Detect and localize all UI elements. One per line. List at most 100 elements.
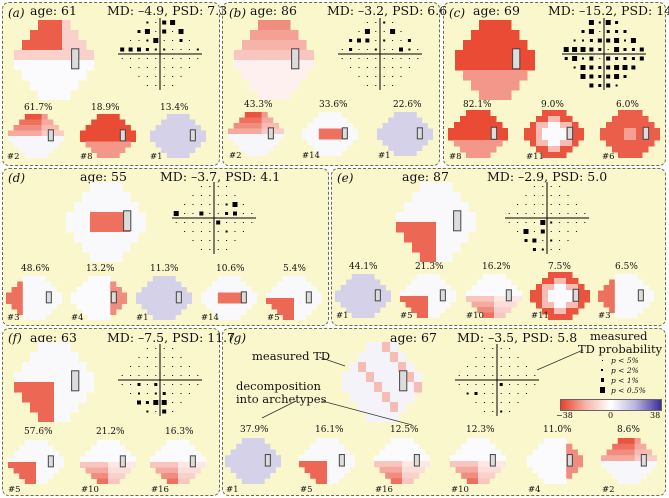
td-cell: [304, 455, 311, 462]
td-cell: [310, 287, 317, 293]
td-heatmap: [201, 276, 257, 320]
td-cell: [74, 232, 83, 243]
td-cell: [38, 382, 47, 393]
td-cell: [264, 443, 271, 450]
td-cell: [78, 60, 87, 71]
td-cell: [106, 182, 115, 193]
td-map: [14, 342, 94, 422]
td-cell: [150, 456, 157, 463]
probability-symbol: [349, 48, 353, 51]
probability-symbol: [184, 204, 186, 205]
td-cell: [612, 122, 619, 129]
td-cell: [28, 281, 35, 288]
probability-symbol: [525, 204, 527, 205]
td-cell: [600, 128, 607, 135]
td-cell: [99, 309, 106, 315]
probability-symbol: [542, 213, 544, 214]
td-cell: [436, 202, 445, 213]
td-cell: [617, 461, 624, 468]
probability-symbol: [192, 204, 194, 205]
archetype-id: #2: [7, 152, 20, 162]
probability-symbol: [589, 65, 594, 70]
probability-symbol: [392, 67, 394, 68]
probability-symbol: [375, 31, 377, 32]
td-cell: [543, 449, 550, 456]
td-cell: [34, 281, 41, 288]
td-cell: [609, 279, 616, 286]
legend-symbol-p05: [600, 387, 605, 393]
archetype-map: [80, 440, 136, 484]
probability-symbol: [500, 357, 502, 358]
probability-symbol: [383, 39, 386, 42]
td-cell: [393, 150, 400, 156]
td-cell: [124, 136, 131, 142]
td-cell: [428, 232, 437, 243]
td-cell: [623, 449, 630, 456]
td-cell: [258, 40, 267, 51]
probability-symbol: [598, 21, 601, 24]
td-cell: [13, 141, 20, 148]
td-cell: [39, 303, 46, 310]
td-cell: [38, 412, 47, 422]
td-cell: [22, 362, 31, 373]
td-cell: [324, 123, 331, 129]
td-cell: [624, 140, 631, 147]
td-cell: [113, 456, 120, 463]
td-cell: [36, 152, 43, 158]
td-cell: [503, 40, 512, 51]
td-cell: [466, 438, 473, 445]
probability-symbol: [163, 48, 166, 51]
td-cell: [472, 128, 479, 135]
probability-symbol: [630, 38, 636, 43]
td-cell: [22, 292, 29, 299]
td-cell: [206, 298, 213, 304]
td-cell: [407, 472, 414, 479]
td-cell: [560, 449, 567, 456]
probability-symbol: [197, 375, 199, 376]
td-cell: [266, 60, 275, 71]
td-cell: [629, 466, 636, 473]
probability-symbol: [383, 67, 385, 68]
td-cell: [566, 466, 573, 473]
td-cell: [178, 130, 185, 137]
td-cell: [477, 301, 484, 308]
probability-symbol: [390, 29, 396, 34]
td-cell: [244, 150, 251, 156]
td-cell: [495, 30, 504, 41]
td-cell: [272, 139, 279, 146]
probability-symbol: [467, 366, 469, 367]
td-cell: [22, 40, 31, 51]
td-cell: [247, 449, 254, 456]
td-cell: [410, 123, 417, 129]
probability-symbol: [466, 392, 469, 395]
probability-symbol: [483, 348, 485, 349]
probability-symbol: [383, 21, 386, 24]
td-cell: [114, 212, 123, 223]
td-cell: [471, 80, 480, 91]
td-cell: [527, 461, 534, 468]
probability-symbol: [163, 384, 165, 385]
td-cell: [318, 112, 325, 118]
td-cell: [617, 472, 624, 479]
probability-symbol: [509, 348, 511, 349]
probability-symbol: [144, 29, 150, 34]
td-cell: [566, 116, 573, 123]
probability-symbol: [475, 402, 477, 403]
td-cell: [505, 285, 512, 291]
td-cell: [554, 302, 561, 309]
probability-symbol: [550, 186, 552, 187]
td-cell: [91, 473, 98, 479]
td-cell: [549, 449, 556, 456]
td-cell: [427, 134, 433, 140]
probability-symbol: [606, 83, 611, 88]
probability-symbol: [155, 67, 157, 68]
td-cell: [543, 478, 550, 484]
td-cell: [390, 392, 399, 403]
td-cell: [62, 70, 71, 81]
td-cell: [54, 50, 63, 61]
td-cell: [47, 445, 54, 452]
td-cell: [266, 298, 273, 304]
td-cell: [30, 451, 37, 457]
td-cell: [343, 455, 350, 462]
legend-symbol-p1: [601, 378, 604, 382]
